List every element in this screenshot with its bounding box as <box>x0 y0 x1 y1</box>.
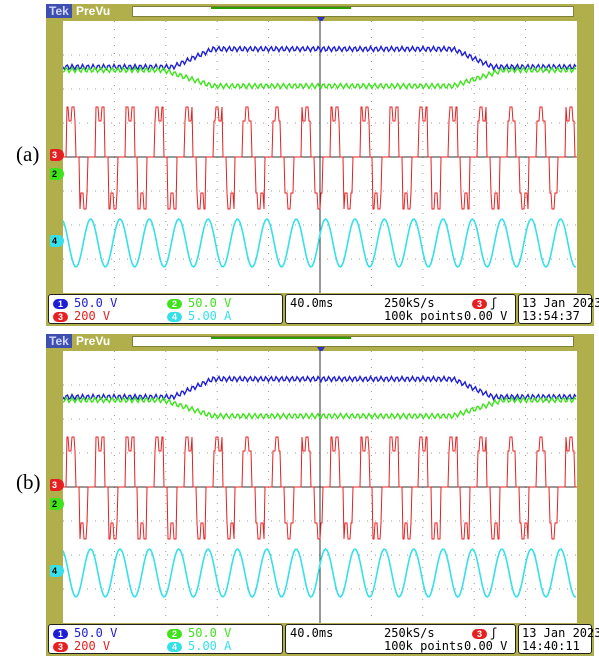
waveform-display <box>63 351 577 623</box>
ch3-ground-marker[interactable]: 3 <box>50 149 64 161</box>
ch1-trace <box>63 374 577 402</box>
ch4-scale: 5.00 A <box>188 639 232 653</box>
trigger-source-badge: 3 <box>472 628 487 639</box>
oscilloscope-screen: Tek PreVu 3 2 4 1 50.0 V 3 200 V <box>46 4 599 326</box>
record-view-bar <box>132 6 574 17</box>
trigger-position-icon <box>317 347 325 353</box>
ch3-scale: 200 V <box>74 309 111 323</box>
ch4-scale: 5.00 A <box>188 309 232 323</box>
trigger-level: 0.00 V <box>464 639 508 653</box>
rising-edge-icon: ʃ <box>490 296 498 310</box>
graticule <box>63 21 577 293</box>
sample-rate: 250kS/s <box>384 296 435 310</box>
timebase: 40.0ms <box>290 296 334 310</box>
date: 13 Jan 2023 <box>522 626 599 640</box>
date: 13 Jan 2023 <box>522 296 599 310</box>
trigger-position-icon <box>317 17 325 23</box>
acquisition-status: PreVu <box>76 334 111 348</box>
ch3-badge: 3 <box>53 641 68 652</box>
ch1-scale: 50.0 V <box>74 296 118 310</box>
oscilloscope-screen: Tek PreVu 3 2 4 1 50.0 V 3 200 V <box>46 334 599 656</box>
channel-scale-box[interactable]: 1 50.0 V 3 200 V 2 50.0 V 4 5.00 A <box>48 294 283 324</box>
trigger-level: 0.00 V <box>464 309 508 323</box>
graticule <box>63 351 577 623</box>
ch3-ground-marker[interactable]: 3 <box>50 479 64 491</box>
traces <box>63 44 577 269</box>
traces <box>63 374 577 599</box>
timebase: 40.0ms <box>290 626 334 640</box>
ch3-badge: 3 <box>53 311 68 322</box>
rising-edge-icon: ʃ <box>490 626 498 640</box>
record-length: 100k points <box>384 639 464 653</box>
record-length: 100k points <box>384 309 464 323</box>
ch4-trace <box>63 547 576 599</box>
scope-panel-a: (a) Tek PreVu 3 2 4 1 50.0 V 3 20 <box>0 4 599 329</box>
readout-area: 1 50.0 V 3 200 V 2 50.0 V 4 5.00 A 40.0ms 25… <box>48 624 599 654</box>
record-view-bar <box>132 336 574 347</box>
channel-scale-box[interactable]: 1 50.0 V 3 200 V 2 50.0 V 4 5.00 A <box>48 624 283 654</box>
acquisition-status: PreVu <box>76 4 111 18</box>
datetime-box: 13 Jan 2023 13:54:37 <box>518 294 599 324</box>
ch2-scale: 50.0 V <box>188 296 232 310</box>
trigger-source-badge: 3 <box>472 298 487 309</box>
readout-area: 1 50.0 V 3 200 V 2 50.0 V 4 5.00 A 40.0ms 25… <box>48 294 599 324</box>
ch2-ground-marker[interactable]: 2 <box>50 168 64 180</box>
ch2-badge: 2 <box>167 628 182 639</box>
ch4-trace <box>63 217 576 269</box>
ch1-trace <box>63 44 577 72</box>
ch4-badge: 4 <box>167 641 182 652</box>
ch2-ground-marker[interactable]: 2 <box>50 498 64 510</box>
datetime-box: 13 Jan 2023 14:40:11 <box>518 624 599 654</box>
status-bar: Tek PreVu <box>46 4 594 23</box>
ch2-trace <box>63 66 577 90</box>
ch1-scale: 50.0 V <box>74 626 118 640</box>
sample-rate: 250kS/s <box>384 626 435 640</box>
ch2-badge: 2 <box>167 298 182 309</box>
ch2-trace <box>63 396 577 420</box>
status-bar: Tek PreVu <box>46 334 594 353</box>
ch2-scale: 50.0 V <box>188 626 232 640</box>
ch1-badge: 1 <box>53 298 68 309</box>
ch4-ground-marker[interactable]: 4 <box>50 235 64 247</box>
waveform-display <box>63 21 577 293</box>
time: 13:54:37 <box>522 309 580 323</box>
time: 14:40:11 <box>522 639 580 653</box>
ch4-badge: 4 <box>167 311 182 322</box>
scope-panel-b: (b) Tek PreVu 3 2 4 1 50.0 V 3 20 <box>0 334 599 659</box>
panel-label: (a) <box>16 142 40 166</box>
panel-label: (b) <box>16 470 41 494</box>
tek-logo: Tek <box>46 4 72 18</box>
ch3-trace <box>63 436 577 540</box>
ch1-badge: 1 <box>53 628 68 639</box>
ch4-ground-marker[interactable]: 4 <box>50 565 64 577</box>
ch3-scale: 200 V <box>74 639 111 653</box>
record-view-window <box>211 7 351 12</box>
ch3-trace <box>63 106 577 210</box>
tek-logo: Tek <box>46 334 72 348</box>
record-view-window <box>211 337 351 342</box>
